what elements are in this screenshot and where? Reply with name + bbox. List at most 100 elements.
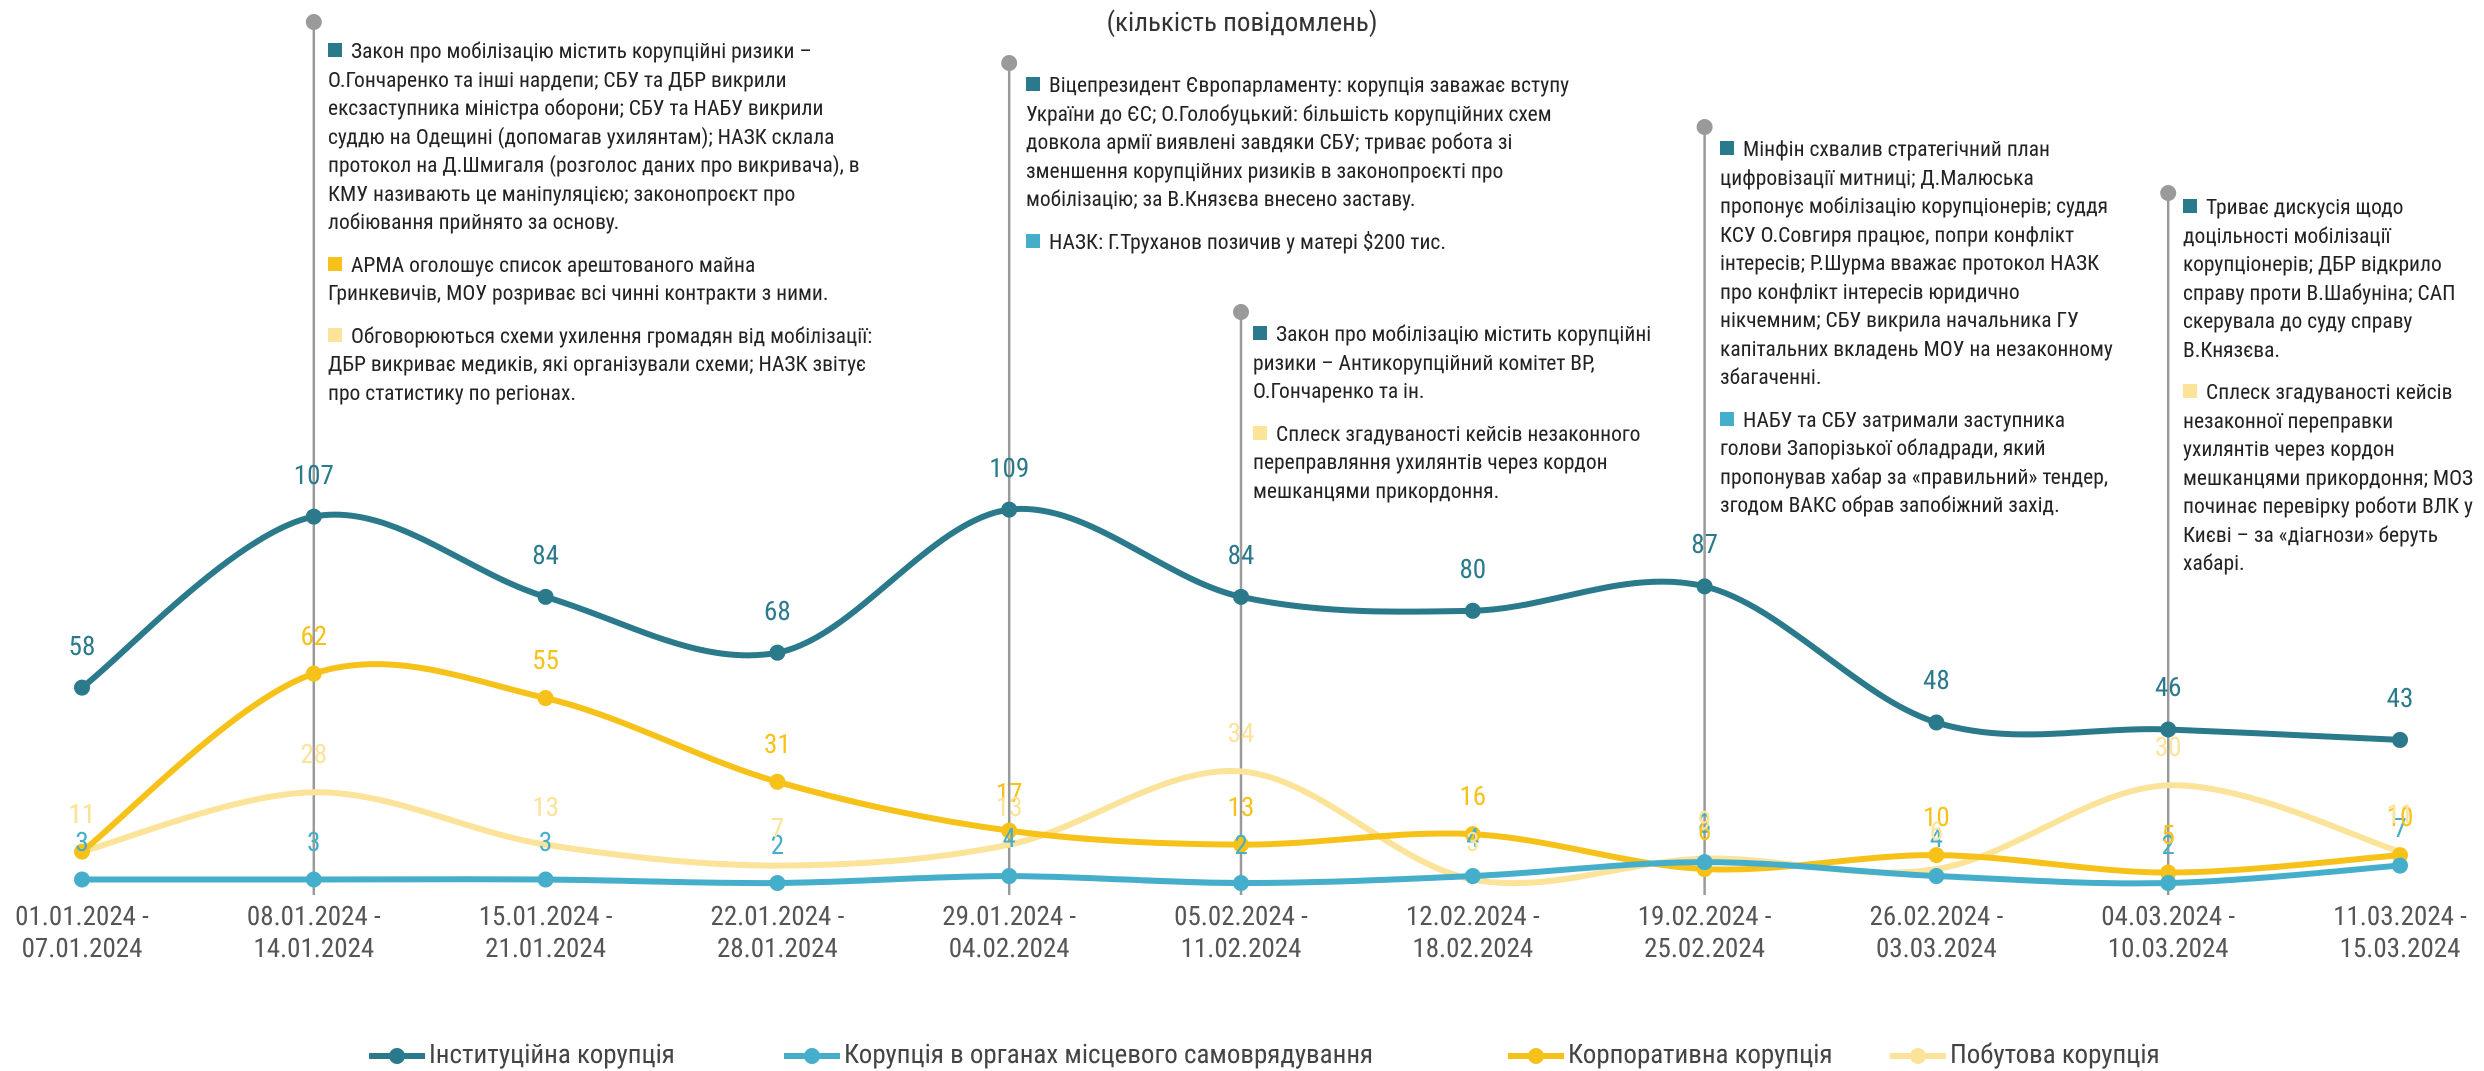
annotation-item: Сплеск згадуваності кейсів незаконного п… [1253, 421, 1673, 507]
annotation-text: НАБУ та СБУ затримали заступника голови … [1720, 407, 2109, 519]
annotation-dot [1233, 304, 1249, 320]
annotation-marker [328, 256, 342, 271]
data-point [1696, 854, 1713, 871]
data-label: 2 [770, 829, 785, 862]
annotation-marker [1720, 141, 1734, 155]
data-point [1001, 868, 1018, 885]
data-point [1233, 588, 1249, 605]
data-point [74, 679, 90, 696]
data-point [305, 508, 322, 525]
annotation-marker [1026, 233, 1040, 248]
annotation-text: Обговорюються схеми ухилення громадян ві… [328, 323, 873, 406]
legend-label: Корпоративна корупція [1568, 1038, 1833, 1070]
data-point [1928, 847, 1945, 864]
data-point [1928, 714, 1945, 731]
data-label: 28 [300, 738, 328, 771]
data-point [1001, 501, 1018, 518]
annotation-text: АРМА оголошує список арештованого майна … [328, 252, 829, 307]
data-label: 3 [538, 825, 553, 858]
data-label: 10 [2386, 801, 2414, 834]
data-label: 3 [75, 825, 89, 858]
annotation-marker [2183, 199, 2197, 213]
annotation: Триває дискусія щодо доцільності мобіліз… [2183, 194, 2483, 593]
data-label: 87 [1691, 528, 1718, 561]
annotation-text: Триває дискусія щодо доцільності мобіліз… [2183, 195, 2456, 363]
series-line [80, 505, 2401, 743]
data-label: 55 [532, 644, 559, 677]
annotation-item: Мінфін схвалив стратегічний план цифрові… [1720, 136, 2120, 393]
data-point [74, 871, 90, 888]
legend-marker [1528, 1048, 1544, 1064]
data-label: 84 [1227, 538, 1255, 571]
annotation-text: Закон про мобілізацію містить корупційні… [328, 39, 860, 235]
annotation-item: Обговорюються схеми ухилення громадян ві… [328, 323, 873, 409]
annotation-text: Віцепрезидент Європарламенту: корупція з… [1026, 73, 1570, 212]
annotation-dot [2160, 185, 2177, 201]
data-label: 17 [995, 776, 1023, 809]
x-tick-label: 04.03.2024 - 10.03.2024 [2101, 900, 2236, 964]
annotation-marker [328, 327, 342, 342]
annotation-marker [1026, 77, 1040, 91]
annotation-text: Сплеск згадуваності кейсів незаконної пе… [2183, 380, 2474, 576]
x-tick-label: 08.01.2024 - 14.01.2024 [246, 900, 381, 964]
legend-label: Побутова корупція [1950, 1038, 2160, 1070]
data-point [2392, 857, 2408, 874]
annotation-dot [1001, 55, 1018, 71]
x-tick-label: 26.02.2024 - 03.03.2024 [1869, 900, 2004, 964]
annotation-item: Віцепрезидент Європарламенту: корупція з… [1026, 72, 1586, 215]
x-tick-label: 19.02.2024 - 25.02.2024 [1637, 900, 1772, 964]
data-label: 4 [1466, 822, 1480, 855]
annotation-marker [328, 43, 342, 57]
annotation-marker [2183, 384, 2197, 398]
data-point [1464, 826, 1481, 843]
data-label: 46 [2154, 671, 2182, 704]
data-label: 80 [1459, 552, 1487, 585]
annotation-item: Триває дискусія щодо доцільності мобіліз… [2183, 194, 2483, 365]
data-label: 7 [2393, 811, 2407, 844]
data-label: 84 [532, 538, 559, 571]
x-tick-label: 01.01.2024 - 07.01.2024 [15, 900, 149, 964]
data-label: 13 [995, 790, 1023, 823]
data-point [74, 843, 90, 860]
data-point [1464, 868, 1481, 885]
x-tick-label: 29.01.2024 - 04.02.2024 [942, 900, 1077, 964]
data-label: 30 [2154, 731, 2182, 764]
chart-title: (кількість повідомлень) [1106, 6, 1378, 38]
annotation-text: Сплеск згадуваності кейсів незаконного п… [1253, 421, 1641, 504]
data-point [769, 644, 786, 661]
data-label: 43 [2386, 681, 2414, 714]
annotation-item: НАЗК: Г.Труханов позичив у матері $200 т… [1026, 229, 1586, 258]
data-point [2160, 721, 2177, 738]
data-label: 6 [1929, 815, 1944, 848]
x-tick-label: 11.03.2024 - 15.03.2024 [2333, 900, 2467, 964]
annotation-marker [1253, 425, 1267, 440]
x-tick-label: 05.02.2024 - 11.02.2024 [1174, 900, 1308, 964]
annotation-item: Закон про мобілізацію містить корупційні… [1253, 321, 1673, 407]
data-label: 7 [770, 811, 785, 844]
data-point [769, 773, 786, 790]
annotation: Віцепрезидент Європарламенту: корупція з… [1026, 72, 1586, 271]
data-point [1928, 868, 1945, 885]
annotation-marker [1720, 411, 1734, 426]
data-label: 31 [764, 727, 791, 760]
annotation-item: Закон про мобілізацію містить корупційні… [328, 38, 873, 238]
data-label: 13 [1227, 790, 1255, 823]
data-label: 3 [307, 825, 321, 858]
x-tick-label: 12.02.2024 - 18.02.2024 [1405, 900, 1540, 964]
series-line [81, 768, 2401, 887]
data-label: 4 [1929, 822, 1944, 855]
data-point [2160, 875, 2177, 892]
legend-label: Інституційна корупція [429, 1038, 675, 1070]
data-point [537, 690, 554, 707]
legend-marker [804, 1048, 820, 1064]
annotation-text: Закон про мобілізацію містить корупційні… [1253, 322, 1652, 404]
data-label: 48 [1923, 664, 1950, 697]
data-label: 11 [68, 797, 96, 830]
data-point [1464, 602, 1481, 619]
annotation: Мінфін схвалив стратегічний план цифрові… [1720, 136, 2120, 535]
data-label: 4 [1002, 822, 1016, 855]
data-point [537, 588, 554, 605]
annotation-dot [305, 14, 322, 30]
data-label: 58 [68, 629, 96, 662]
